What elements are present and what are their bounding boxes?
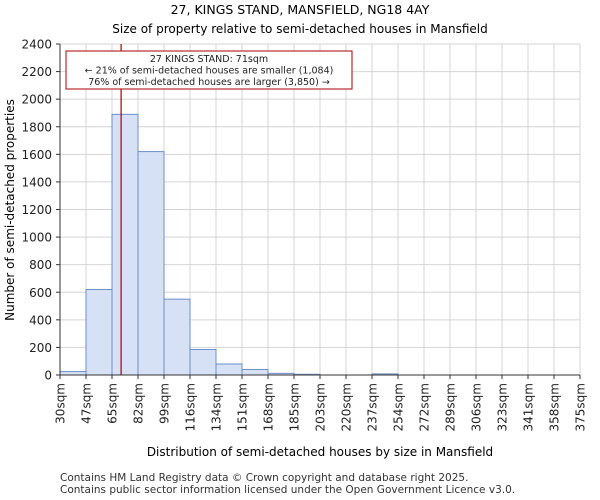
annotation-line: 27 KINGS STAND: 71sqm [150,54,268,65]
footer-line-2: Contains public sector information licen… [60,484,516,496]
x-tick-label: 323sqm [496,383,510,431]
x-tick-label: 272sqm [418,383,432,431]
chart-title: 27, KINGS STAND, MANSFIELD, NG18 4AY [171,2,430,17]
footer-line-1: Contains HM Land Registry data © Crown c… [60,472,469,484]
y-tick-label: 1200 [21,203,52,217]
x-tick-label: 185sqm [288,383,302,431]
histogram-bar [59,371,87,376]
x-axis-label: Distribution of semi-detached houses by … [147,445,493,459]
x-tick-label: 168sqm [262,383,276,431]
y-tick-label: 0 [44,369,52,383]
annotation-box [65,50,353,90]
x-tick-label: 237sqm [366,383,380,431]
histogram-bar [215,363,243,376]
marker: 27 KINGS STAND: 71sqm← 21% of semi-detac… [65,44,353,375]
x-tick-label: 151sqm [236,383,250,431]
y-tick-label: 2400 [21,38,52,52]
x-tick-label: 65sqm [106,383,120,424]
y-tick-label: 1800 [21,120,52,134]
chart-subtitle: Size of property relative to semi-detach… [112,22,487,36]
x-tick-label: 306sqm [470,383,484,431]
annotation-line: ← 21% of semi-detached houses are smalle… [85,66,334,77]
y-axis-label: Number of semi-detached properties [3,99,17,321]
axes: 0 200 400 600 800 1000 1200 1400 1600 1800 2000 220… [21,38,587,432]
x-tick-label: 99sqm [158,383,172,424]
bars [59,113,399,376]
y-tick-label: 1000 [21,231,52,245]
x-tick-label: 47sqm [80,383,94,424]
histogram-bar [85,288,113,376]
y-tick-label: 2200 [21,65,52,79]
annotation-line: 76% of semi-detached houses are larger (… [88,77,330,88]
histogram-bar [189,348,217,376]
x-tick-label: 358sqm [548,383,562,431]
x-tick-label: 375sqm [574,383,588,431]
x-tick-label: 341sqm [522,383,536,431]
x-tick-label: 134sqm [210,383,224,431]
histogram-bar [111,113,139,376]
y-tick-label: 2000 [21,93,52,107]
y-tick-label: 800 [29,258,52,272]
x-tick-label: 116sqm [184,383,198,431]
y-tick-label: 1600 [21,148,52,162]
x-tick-label: 220sqm [340,383,354,431]
histogram-bar [163,298,191,376]
y-tick-label: 200 [29,341,52,355]
y-tick-label: 600 [29,286,52,300]
histogram-bar [137,151,165,376]
y-tick-label: 1400 [21,175,52,189]
y-tick-label: 400 [29,313,52,327]
histogram-bar [241,368,269,376]
x-tick-label: 203sqm [314,383,328,431]
x-tick-label: 289sqm [444,383,458,431]
x-tick-label: 30sqm [54,383,68,424]
x-tick-label: 254sqm [392,383,406,431]
x-tick-label: 82sqm [132,383,146,424]
